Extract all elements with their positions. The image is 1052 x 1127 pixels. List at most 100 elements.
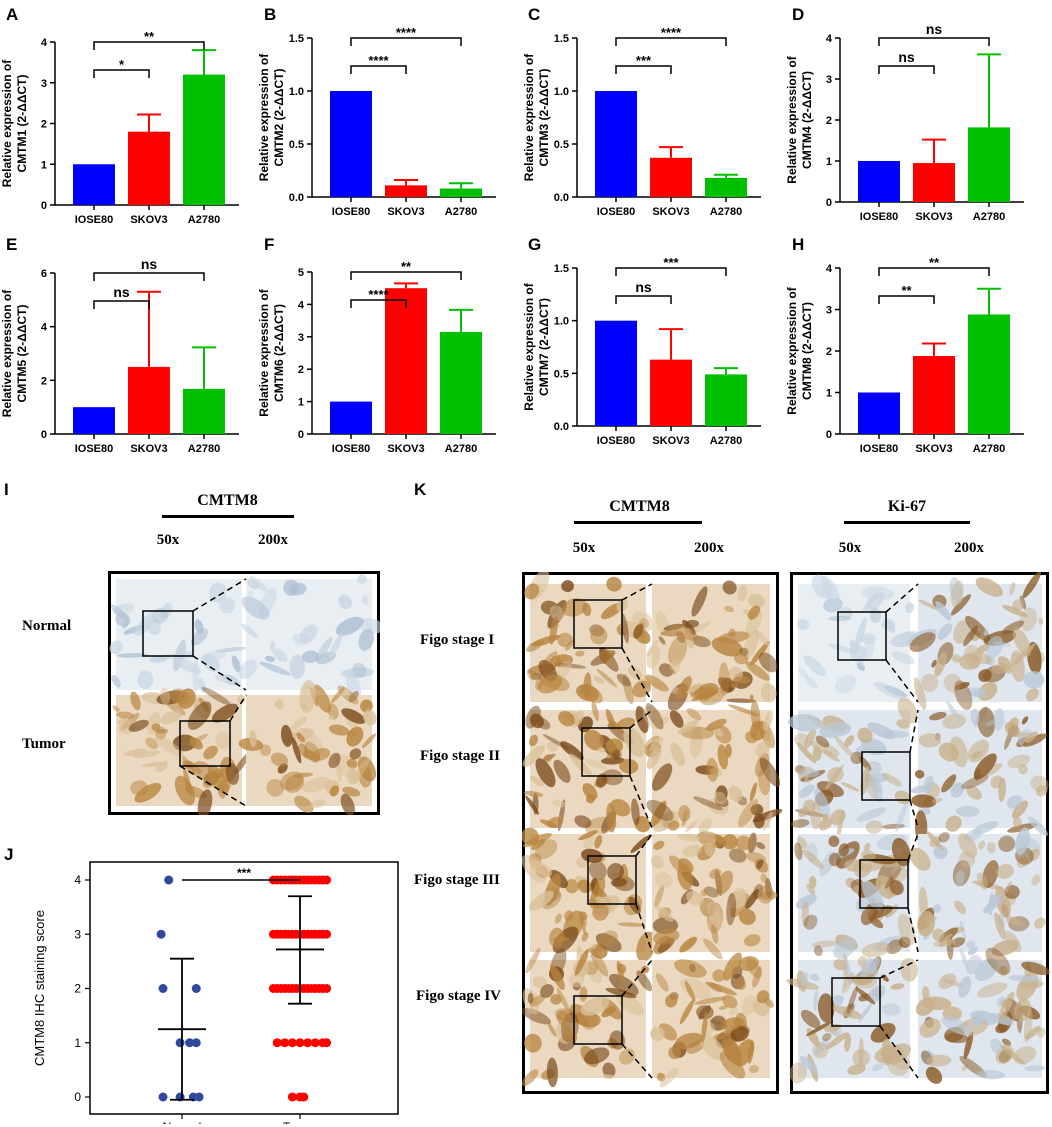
tissue-blob [1007, 754, 1031, 769]
tissue-blob [932, 904, 942, 913]
zoom-box [587, 855, 637, 905]
tissue-blob [677, 863, 693, 891]
tissue-blob [543, 754, 553, 763]
panel-letter-f: F [264, 235, 274, 254]
tissue-blob [1006, 916, 1022, 926]
tissue-blob [584, 1047, 610, 1065]
tissue-blob [975, 577, 1003, 597]
y-axis-label: Relative expression ofCMTM5 (2-ΔΔCT) [0, 289, 29, 417]
tissue-blob [607, 863, 624, 881]
tissue-blob [881, 730, 910, 738]
tissue-blob [298, 743, 309, 758]
panel-letter-c: C [528, 5, 540, 24]
tissue-blob [958, 851, 976, 868]
tissue-blob [933, 844, 948, 860]
y-tick-label: 0.0 [554, 421, 569, 433]
tissue-blob [151, 723, 161, 732]
plot-frame [89, 861, 399, 1115]
tissue-blob [650, 1026, 665, 1042]
tissue-blob [605, 738, 624, 754]
tissue-blob [698, 1005, 711, 1020]
tissue-blob [211, 703, 239, 723]
significance-bracket [878, 267, 990, 276]
y-tick-label: 2 [74, 982, 81, 996]
image-k-row3-col2 [650, 831, 778, 960]
y-tick-label: 2 [41, 375, 47, 387]
tissue-blob [111, 674, 121, 688]
tissue-blob [130, 691, 141, 711]
y-tick-label: 0 [826, 197, 832, 209]
tissue-blob [1012, 599, 1024, 611]
tissue-blob [530, 713, 544, 729]
tissue-blob [650, 855, 664, 869]
tissue-blob [225, 763, 240, 785]
tissue-blob [646, 646, 661, 669]
tissue-blob [294, 795, 314, 813]
y-axis-label-line: Relative expression of [0, 289, 14, 417]
tissue-blob [646, 799, 674, 821]
tissue-blob [315, 636, 333, 662]
tissue-blob [145, 737, 159, 750]
tissue-blob [911, 794, 937, 808]
x-tick-label: SKOV3 [130, 214, 167, 226]
tissue-blob [963, 625, 978, 647]
tissue-blob [1002, 1038, 1011, 1046]
tissue-blob [602, 1062, 616, 1078]
zoom-line [909, 709, 919, 753]
significance-label: ns [898, 49, 915, 65]
bar-iose80 [858, 161, 900, 202]
tissue-blob [197, 678, 206, 693]
y-tick-label: 1 [826, 388, 832, 400]
tissue-blob [362, 709, 377, 726]
tissue-blob [827, 767, 844, 783]
tissue-blob [1031, 874, 1041, 886]
tissue-blob [735, 978, 747, 990]
tissue-blob [329, 785, 340, 797]
tissue-blob [582, 783, 598, 800]
tissue-blob [605, 987, 637, 999]
tissue-blob [540, 984, 554, 998]
significance-label: *** [636, 53, 652, 68]
tissue-blob [684, 619, 700, 628]
tissue-blob [528, 734, 539, 747]
y-axis-label-line: CMTM7 (2-ΔΔCT) [537, 298, 551, 396]
tissue-blob [328, 714, 335, 720]
image-k-row2-col3 [788, 697, 918, 839]
tissue-blob [299, 624, 318, 644]
tissue-blob [630, 834, 652, 853]
tissue-blob [341, 708, 366, 724]
tissue-blob [938, 973, 957, 990]
tissue-blob [241, 623, 259, 639]
tissue-blob [534, 839, 558, 859]
scatter-group-normal [156, 875, 206, 1102]
tissue-blob [631, 798, 640, 826]
x-tick-label: IOSE80 [332, 206, 371, 218]
zoom-line [229, 694, 247, 722]
bar-a2780 [968, 127, 1010, 202]
tissue-blob [155, 763, 168, 772]
tissue-texture [238, 680, 377, 815]
tissue-blob [970, 708, 980, 726]
bar-skov3 [128, 366, 170, 434]
tissue-blob [653, 840, 665, 850]
bar-skov3 [385, 288, 427, 434]
tissue-blob [528, 890, 554, 911]
tissue-blob [961, 774, 989, 789]
bar-iose80 [595, 91, 637, 197]
tissue-blob [738, 889, 746, 908]
tissue-blob [867, 985, 886, 1003]
tissue-blob [219, 779, 231, 792]
tissue-blob [976, 872, 988, 890]
tissue-blob [194, 619, 204, 634]
tissue-blob [598, 648, 613, 664]
tissue-blob [889, 879, 904, 895]
panel-letter-j: J [4, 845, 13, 864]
bar-skov3 [650, 157, 692, 197]
panel-k-micrographs [522, 572, 1050, 1094]
tissue-blob [197, 789, 213, 815]
tissue-blob [523, 790, 544, 797]
tissue-blob [814, 1038, 829, 1055]
tissue-blob [590, 627, 608, 645]
tissue-blob [972, 1011, 986, 1027]
tissue-blob [555, 1014, 572, 1034]
